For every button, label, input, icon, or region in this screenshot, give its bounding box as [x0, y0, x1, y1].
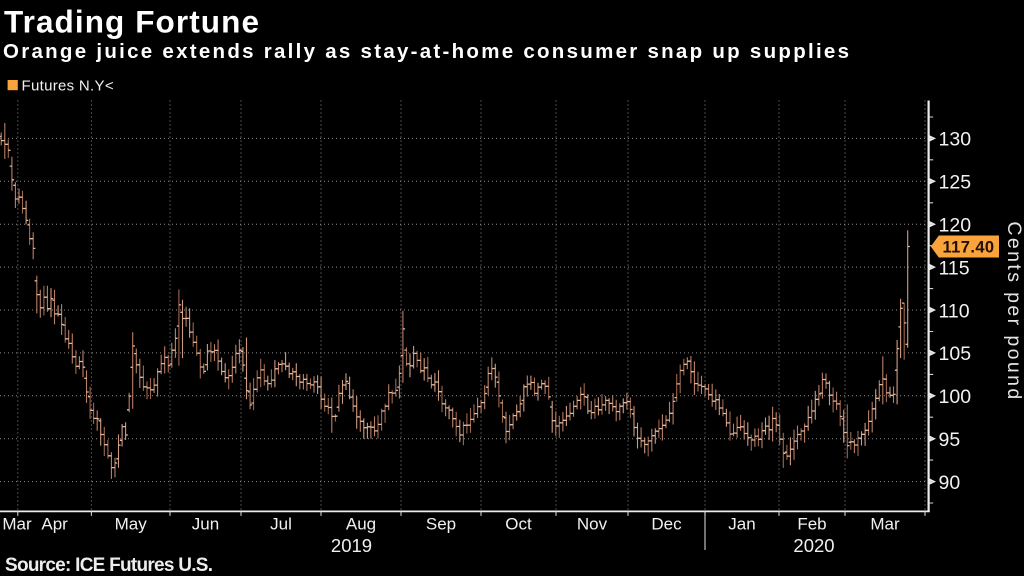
svg-text:120: 120: [939, 215, 972, 237]
svg-text:95: 95: [939, 429, 961, 451]
svg-text:105: 105: [939, 343, 972, 365]
svg-text:Futures N.Y<: Futures N.Y<: [22, 77, 114, 94]
svg-text:115: 115: [939, 257, 970, 279]
svg-text:Aug: Aug: [346, 515, 376, 534]
svg-text:Dec: Dec: [651, 515, 682, 534]
svg-text:90: 90: [939, 472, 961, 494]
svg-text:Sep: Sep: [426, 515, 456, 534]
svg-text:Nov: Nov: [577, 515, 608, 534]
svg-text:2020: 2020: [793, 535, 834, 556]
svg-text:125: 125: [939, 172, 972, 194]
svg-text:Source: ICE Futures U.S.: Source: ICE Futures U.S.: [5, 555, 213, 576]
svg-text:Apr: Apr: [41, 515, 68, 534]
svg-text:117.40: 117.40: [943, 238, 995, 256]
svg-text:130: 130: [939, 129, 972, 151]
svg-text:Orange juice extends rally as: Orange juice extends rally as stay-at-ho…: [3, 40, 849, 63]
svg-text:2019: 2019: [331, 535, 372, 556]
svg-text:110: 110: [939, 300, 970, 322]
svg-text:Feb: Feb: [797, 515, 826, 534]
svg-text:Jul: Jul: [270, 515, 292, 534]
svg-text:100: 100: [939, 386, 972, 408]
svg-text:Jan: Jan: [728, 515, 755, 534]
svg-text:Cents per pound: Cents per pound: [1003, 221, 1024, 401]
svg-text:Oct: Oct: [505, 515, 532, 534]
svg-text:Mar: Mar: [870, 515, 900, 534]
svg-text:Trading Fortune: Trading Fortune: [4, 3, 259, 39]
svg-text:Jun: Jun: [192, 515, 219, 534]
svg-text:May: May: [115, 515, 148, 534]
svg-text:Mar: Mar: [2, 515, 32, 534]
